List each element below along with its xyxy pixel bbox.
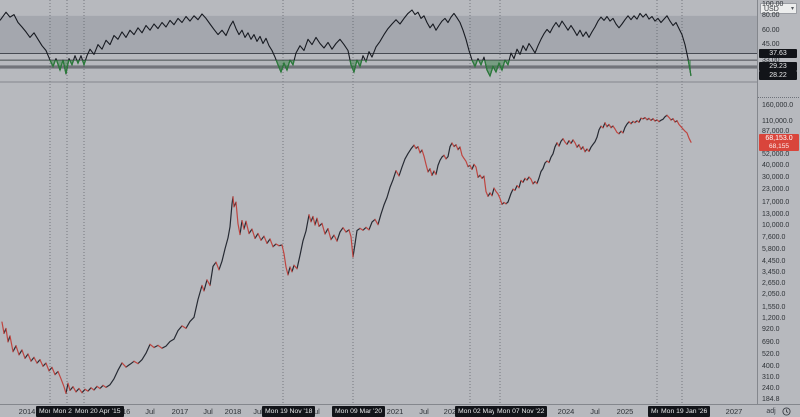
price-axis-label: 87,000.0: [762, 128, 790, 136]
price-axis-label: 520.0: [762, 351, 780, 359]
indicator-pane[interactable]: [0, 0, 757, 82]
price-axis-label: 5,800.0: [762, 246, 786, 254]
event-date-badge[interactable]: Mon 19 Jan '26: [658, 405, 711, 417]
price-axis-label: 4,450.0: [762, 257, 786, 265]
price-axis-label: 240.0: [762, 385, 780, 393]
time-axis-label: Jul: [203, 407, 213, 416]
indicator-value-badge[interactable]: 37.63: [759, 49, 797, 58]
price-axis-label: 52,000.0: [762, 150, 790, 158]
oscillator-band: [0, 15, 757, 54]
price-axis-label: 3,450.0: [762, 268, 786, 276]
event-date-badge[interactable]: Mon 09 Mar '20: [332, 405, 386, 417]
event-date-badge[interactable]: Mon 21: [50, 405, 79, 417]
time-axis-label: 2022: [443, 407, 461, 416]
time-axis-label: 2017: [171, 407, 189, 416]
price-line-down-segments: [1, 114, 692, 394]
oscillator-line: [0, 9, 692, 77]
adjusted-data-toggle[interactable]: adj: [766, 408, 776, 415]
last-price-secondary: 68,155: [769, 143, 789, 151]
price-axis-label: 2,650.0: [762, 280, 786, 288]
price-axis-label: 1,200.0: [762, 314, 786, 322]
price-axis-label: 13,000.0: [762, 210, 790, 218]
time-axis-label: 2018: [224, 407, 242, 416]
event-date-badge[interactable]: Mon 20 Apr '15: [72, 405, 124, 417]
currency-dropdown[interactable]: USD ▾: [760, 3, 797, 14]
price-scale[interactable]: USD ▾ 100.00 80.00 60.00 45.00 33.00 37.63 29.…: [757, 0, 800, 404]
price-axis-label: 40,000.0: [762, 161, 790, 169]
indicator-axis-label: 33.00: [762, 56, 780, 64]
time-scale[interactable]: 20142016Jul2017Jul2018JulJul2021Jul2022J…: [0, 404, 800, 417]
axis-corner: adj: [757, 404, 800, 417]
price-axis-label: 10,000.0: [762, 222, 790, 230]
price-axis-label: 690.0: [762, 338, 780, 346]
time-axis-label: 2021: [386, 407, 404, 416]
event-date-badge[interactable]: Mon 02 May: [455, 405, 499, 417]
price-axis-label: 920.0: [762, 326, 780, 334]
price-axis-label: 7,600.0: [762, 234, 786, 242]
event-date-badge[interactable]: Mon 1: [36, 405, 61, 417]
price-axis-label: 160,000.0: [762, 101, 794, 109]
price-axis-label: 17,000.0: [762, 199, 790, 207]
indicator-value-badge[interactable]: 29.23: [759, 61, 797, 71]
last-price-value: 68,153.0: [765, 135, 793, 143]
price-axis-label: 110,000.0: [762, 117, 793, 125]
time-axis-label: Jul: [253, 407, 263, 416]
indicator-axis-label: 100.00: [762, 1, 784, 9]
time-axis-label: 2027: [725, 407, 743, 416]
price-line-up-segments: [3, 114, 678, 394]
clock-icon[interactable]: [782, 407, 791, 416]
event-date-badge[interactable]: Mo: [648, 405, 664, 417]
event-date-badge[interactable]: Mon 19 Nov '18: [262, 405, 316, 417]
price-axis-label: 23,000.0: [762, 186, 790, 194]
price-axis-label: 310.0: [762, 373, 780, 381]
time-axis-label: Jul: [590, 407, 600, 416]
chevron-down-icon: ▾: [790, 6, 794, 12]
time-axis-label: Jul: [419, 407, 429, 416]
price-axis-label: 1,550.0: [762, 303, 786, 311]
time-axis-label: Jul: [145, 407, 155, 416]
event-date-badge[interactable]: Mon 07 Nov '22: [494, 405, 548, 417]
time-axis-label: 2024: [557, 407, 575, 416]
price-pane[interactable]: [0, 82, 757, 404]
price-axis-label: 400.0: [762, 362, 780, 370]
currency-dropdown-value: USD: [764, 6, 779, 13]
price-axis-label: 30,000.0: [762, 174, 790, 182]
axis-pane-separator[interactable]: [758, 97, 800, 98]
price-axis-label: 2,050.0: [762, 291, 786, 299]
indicator-axis-label: 60.00: [762, 26, 780, 34]
indicator-axis-label: 80.00: [762, 12, 780, 20]
last-price-badge[interactable]: 68,153.0 68,155: [759, 134, 799, 152]
time-axis-label: 2025: [616, 407, 634, 416]
indicator-value-badge[interactable]: 28.22: [759, 71, 797, 81]
time-axis-label: 2014: [18, 407, 36, 416]
indicator-axis-label: 45.00: [762, 41, 780, 49]
price-axis-label: 184.8: [762, 396, 780, 404]
